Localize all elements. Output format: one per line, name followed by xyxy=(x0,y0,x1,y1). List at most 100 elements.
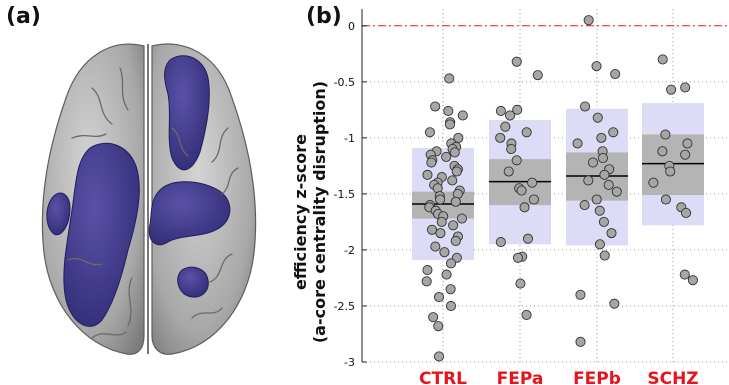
data-point-ctrl-49 xyxy=(421,276,432,287)
data-point-fepa-4 xyxy=(505,110,516,121)
data-point-ctrl-42 xyxy=(450,235,461,247)
data-point-fepa-1 xyxy=(532,70,543,81)
data-point-fepa-6 xyxy=(521,127,532,138)
data-point-fepa-16 xyxy=(519,202,530,213)
data-point-fepb-18 xyxy=(594,205,605,216)
group-label-fepb: FEPb xyxy=(573,369,621,385)
data-point-ctrl-22 xyxy=(447,175,458,186)
data-point-ctrl-43 xyxy=(430,241,441,252)
data-point-fepa-18 xyxy=(495,237,506,248)
data-point-fepb-20 xyxy=(606,228,617,239)
data-point-ctrl-40 xyxy=(435,228,446,239)
panel-label-a: (a) xyxy=(6,4,41,29)
data-point-fepa-5 xyxy=(500,121,511,132)
data-point-ctrl-53 xyxy=(428,312,439,323)
chart-boxes xyxy=(412,103,704,261)
data-point-ctrl-3 xyxy=(457,110,468,121)
y-tick-label-4: -2 xyxy=(344,244,355,257)
data-point-fepb-6 xyxy=(596,132,607,143)
data-point-schz-14 xyxy=(687,275,698,286)
chart-axes: CTRL FEPa FEPb SCHZ 0 -0.5 -1 -1.5 -2 -2.5 -3 xyxy=(334,9,699,385)
y-tick-label-0: 0 xyxy=(348,20,355,33)
data-point-schz-0 xyxy=(657,54,668,65)
disrupted-regions xyxy=(46,55,231,327)
data-point-ctrl-51 xyxy=(433,291,445,303)
data-point-fepa-3 xyxy=(495,105,506,117)
data-point-ctrl-0 xyxy=(444,73,455,84)
data-point-fepb-1 xyxy=(591,61,602,72)
data-point-schz-12 xyxy=(681,207,692,219)
data-point-fepa-7 xyxy=(495,132,506,143)
chart-points xyxy=(421,15,698,362)
data-point-ctrl-39 xyxy=(426,224,438,235)
data-point-ctrl-5 xyxy=(444,119,455,130)
data-point-ctrl-55 xyxy=(433,351,445,362)
data-point-schz-3 xyxy=(660,129,671,140)
data-point-ctrl-46 xyxy=(445,258,457,269)
data-point-schz-10 xyxy=(660,194,671,205)
data-point-fepa-0 xyxy=(511,56,522,67)
data-point-fepb-0 xyxy=(583,15,594,26)
data-point-schz-6 xyxy=(680,149,691,160)
data-point-ctrl-16 xyxy=(426,157,437,168)
brain-surface-image xyxy=(41,43,257,355)
data-point-fepb-21 xyxy=(594,239,605,250)
group-label-ctrl: CTRL xyxy=(419,369,467,385)
y-tick-label-6: -3 xyxy=(344,356,355,369)
data-point-fepb-16 xyxy=(591,194,602,205)
data-point-schz-1 xyxy=(666,84,677,95)
data-point-fepa-17 xyxy=(522,233,534,244)
data-point-schz-13 xyxy=(679,269,690,280)
data-point-fepb-12 xyxy=(599,169,610,180)
data-point-fepb-14 xyxy=(603,179,614,190)
data-point-fepb-22 xyxy=(599,250,610,261)
group-label-fepa: FEPa xyxy=(497,369,544,385)
data-point-fepa-12 xyxy=(527,177,538,188)
data-point-fepa-14 xyxy=(516,185,527,196)
data-point-schz-4 xyxy=(682,138,693,149)
data-point-fepa-22 xyxy=(521,309,532,320)
data-point-ctrl-19 xyxy=(451,166,462,177)
data-point-fepb-9 xyxy=(597,152,609,164)
data-point-ctrl-37 xyxy=(436,216,447,227)
data-point-ctrl-2 xyxy=(443,105,454,117)
data-point-ctrl-44 xyxy=(439,247,450,258)
data-point-fepa-15 xyxy=(528,194,539,205)
group-label-schz: SCHZ xyxy=(647,369,698,385)
data-point-ctrl-1 xyxy=(430,101,441,112)
data-point-fepb-17 xyxy=(579,200,590,211)
data-point-fepb-3 xyxy=(580,101,591,112)
data-point-ctrl-14 xyxy=(441,151,452,162)
panel-label-b: (b) xyxy=(306,4,342,29)
data-point-fepb-7 xyxy=(572,138,583,149)
y-axis-label-line2: (a-core centrality disruption) xyxy=(310,81,329,343)
data-point-ctrl-47 xyxy=(422,265,433,276)
data-point-fepb-13 xyxy=(583,175,594,186)
data-point-schz-2 xyxy=(680,82,691,93)
data-point-fepa-21 xyxy=(515,278,526,289)
data-point-fepa-20 xyxy=(512,252,523,263)
y-tick-label-5: -2.5 xyxy=(334,300,355,313)
data-point-fepb-5 xyxy=(608,127,619,138)
data-point-fepa-11 xyxy=(503,166,514,177)
data-point-fepa-9 xyxy=(506,144,517,155)
data-point-ctrl-52 xyxy=(445,300,457,312)
data-point-fepb-10 xyxy=(587,157,599,168)
data-point-schz-5 xyxy=(657,146,668,157)
data-point-ctrl-48 xyxy=(441,269,452,280)
data-point-fepb-4 xyxy=(592,112,603,123)
data-point-ctrl-54 xyxy=(433,321,444,332)
y-tick-label-3: -1.5 xyxy=(334,188,355,201)
data-point-fepb-24 xyxy=(609,298,620,309)
data-point-fepb-19 xyxy=(598,216,609,227)
y-tick-label-2: -1 xyxy=(344,132,355,145)
data-point-fepb-25 xyxy=(575,336,586,347)
data-point-schz-9 xyxy=(648,177,659,188)
data-point-ctrl-12 xyxy=(449,147,460,158)
y-tick-label-1: -0.5 xyxy=(334,76,355,89)
data-point-schz-8 xyxy=(665,166,676,177)
data-point-ctrl-38 xyxy=(448,220,459,231)
data-point-ctrl-50 xyxy=(445,284,456,295)
data-point-ctrl-30 xyxy=(450,196,461,207)
